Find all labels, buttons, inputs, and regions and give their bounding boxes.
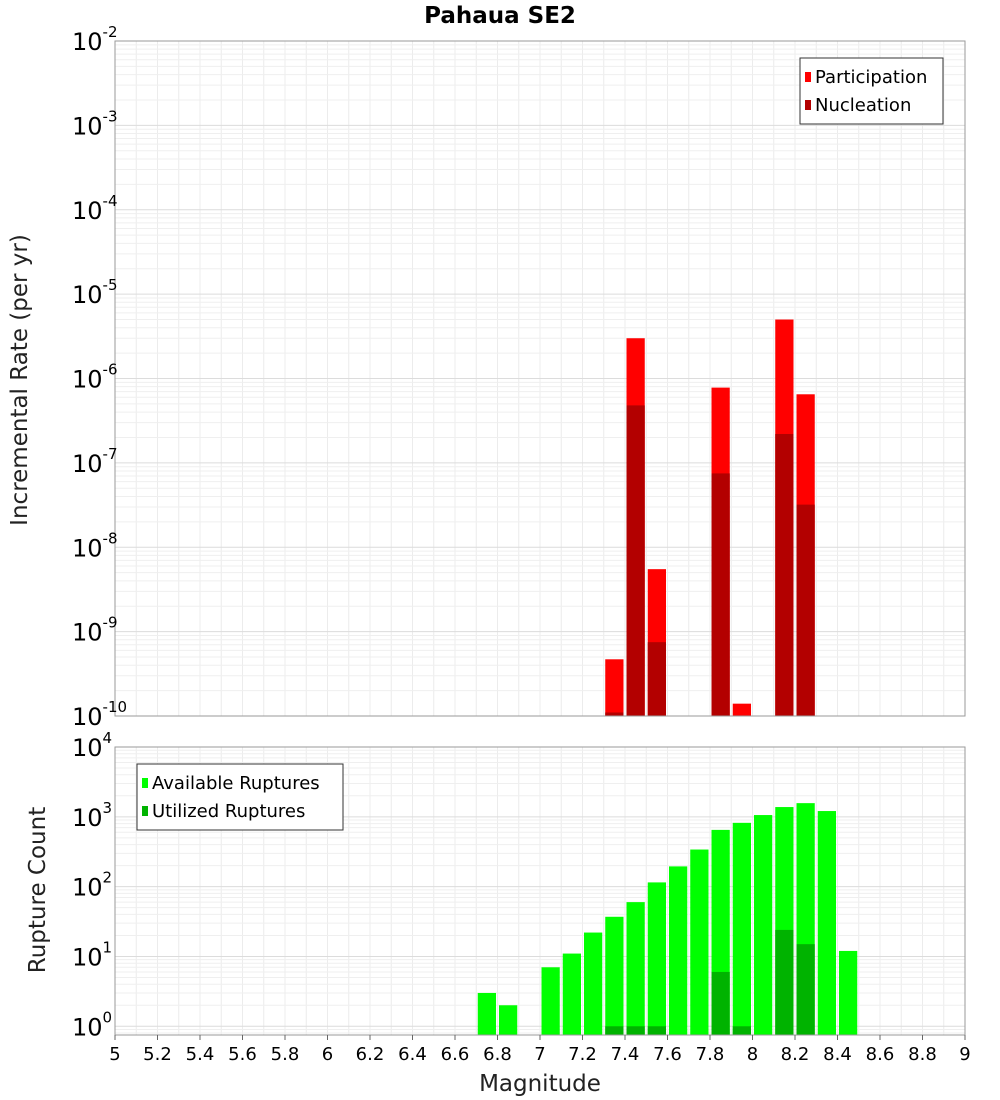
- bar-nucleation: [626, 405, 645, 716]
- y-tick-label: 10-3: [72, 107, 118, 140]
- bar-nucleation: [711, 473, 730, 716]
- bar-utilized-ruptures: [647, 1026, 666, 1035]
- bar-available-ruptures: [754, 815, 773, 1035]
- bar-available-ruptures: [562, 953, 581, 1035]
- x-tick-label: 5.2: [143, 1044, 172, 1065]
- bar-utilized-ruptures: [775, 929, 794, 1035]
- legend-label: Utilized Ruptures: [152, 801, 305, 822]
- bar-participation: [605, 659, 624, 716]
- y-tick-label: 100: [72, 1008, 112, 1041]
- x-tick-label: 8: [747, 1044, 758, 1065]
- bar-utilized-ruptures: [711, 971, 730, 1035]
- y-tick-exponent: 4: [103, 729, 113, 747]
- y-tick-exponent: -2: [103, 23, 118, 41]
- bar-utilized-ruptures: [605, 1026, 624, 1035]
- legend-box: [136, 763, 344, 831]
- bar-nucleation: [796, 504, 815, 716]
- x-tick-label: 8.6: [866, 1044, 895, 1065]
- y-tick-exponent: -6: [103, 361, 118, 379]
- x-tick-label: 8.4: [823, 1044, 852, 1065]
- y-tick-exponent: -10: [103, 698, 128, 716]
- y-tick-label: 10-4: [72, 192, 118, 225]
- y-tick-exponent: -8: [103, 529, 118, 547]
- y-tick-exponent: 1: [103, 938, 113, 956]
- bar-available-ruptures: [477, 992, 496, 1035]
- legend-swatch: [142, 806, 148, 816]
- x-tick-label: 7.6: [653, 1044, 682, 1065]
- legend-box: [799, 57, 944, 125]
- y-tick-label: 102: [72, 869, 112, 902]
- y-tick-exponent: -5: [103, 276, 118, 294]
- y-tick-exponent: 2: [103, 869, 113, 887]
- x-tick-label: 8.2: [781, 1044, 810, 1065]
- legend-label: Nucleation: [815, 95, 911, 116]
- legend-label: Participation: [815, 67, 927, 88]
- x-axis-label: Magnitude: [479, 1071, 601, 1097]
- bar-available-ruptures: [817, 811, 836, 1035]
- y-tick-exponent: 3: [103, 799, 113, 817]
- bar-utilized-ruptures: [626, 1026, 645, 1035]
- bar-available-ruptures: [690, 849, 709, 1035]
- bar-available-ruptures: [839, 950, 858, 1035]
- x-tick-label: 6.6: [441, 1044, 470, 1065]
- x-tick-label: 5.6: [228, 1044, 257, 1065]
- x-tick-label: 6: [322, 1044, 333, 1065]
- y-tick-exponent: -4: [103, 192, 118, 210]
- y-tick-exponent: -7: [103, 445, 118, 463]
- plot-frame: [114, 40, 966, 717]
- y-tick-exponent: -3: [103, 107, 118, 125]
- bar-nucleation: [605, 712, 624, 716]
- x-tick-label: 8.8: [908, 1044, 937, 1065]
- bar-available-ruptures: [499, 1005, 518, 1035]
- y-tick-label: 10-2: [72, 23, 118, 56]
- legend-swatch: [805, 72, 811, 82]
- y-tick-label: 10-10: [72, 698, 127, 731]
- bar-available-ruptures: [584, 932, 603, 1035]
- bar-available-ruptures: [647, 882, 666, 1035]
- bar-available-ruptures: [669, 866, 688, 1035]
- bottom-y-axis-label: Rupture Count: [25, 807, 51, 973]
- x-tick-label: 5: [109, 1044, 120, 1065]
- y-tick-exponent: 0: [103, 1008, 113, 1026]
- x-tick-label: 7.2: [568, 1044, 597, 1065]
- y-tick-label: 10-6: [72, 361, 118, 394]
- y-tick-exponent: -9: [103, 614, 118, 632]
- top-panel: 10-10 10-9 10-8 10-7 10-6 10-5 10-4 10-3 10-2 Par…: [72, 23, 966, 731]
- x-tick-label: 5.4: [186, 1044, 215, 1065]
- y-tick-label: 101: [72, 938, 112, 971]
- legend-swatch: [142, 778, 148, 788]
- bar-available-ruptures: [732, 822, 751, 1035]
- y-tick-label: 10-7: [72, 445, 118, 478]
- x-tick-label: 9: [959, 1044, 970, 1065]
- y-tick-label: 104: [72, 729, 112, 762]
- top-y-axis-label: Incremental Rate (per yr): [7, 234, 33, 526]
- y-tick-label: 10-8: [72, 529, 118, 562]
- x-tick-label: 7: [534, 1044, 545, 1065]
- bar-available-ruptures: [626, 902, 645, 1035]
- bar-participation: [732, 703, 751, 716]
- y-tick-label: 10-5: [72, 276, 118, 309]
- x-tick-label: 6.4: [398, 1044, 427, 1065]
- legend-swatch: [805, 100, 811, 110]
- y-tick-label: 10-9: [72, 614, 118, 647]
- bar-utilized-ruptures: [796, 944, 815, 1035]
- bar-available-ruptures: [541, 967, 560, 1035]
- bar-nucleation: [775, 433, 794, 716]
- x-tick-label: 6.2: [356, 1044, 385, 1065]
- bar-utilized-ruptures: [732, 1026, 751, 1035]
- bar-available-ruptures: [605, 916, 624, 1035]
- legend-label: Available Ruptures: [152, 773, 320, 794]
- x-tick-label: 7.4: [611, 1044, 640, 1065]
- y-tick-label: 103: [72, 799, 112, 832]
- x-tick-label: 6.8: [483, 1044, 512, 1065]
- x-tick-label: 5.8: [271, 1044, 300, 1065]
- bar-nucleation: [647, 642, 666, 716]
- x-tick-label: 7.8: [696, 1044, 725, 1065]
- chart-title: Pahaua SE2: [424, 3, 576, 29]
